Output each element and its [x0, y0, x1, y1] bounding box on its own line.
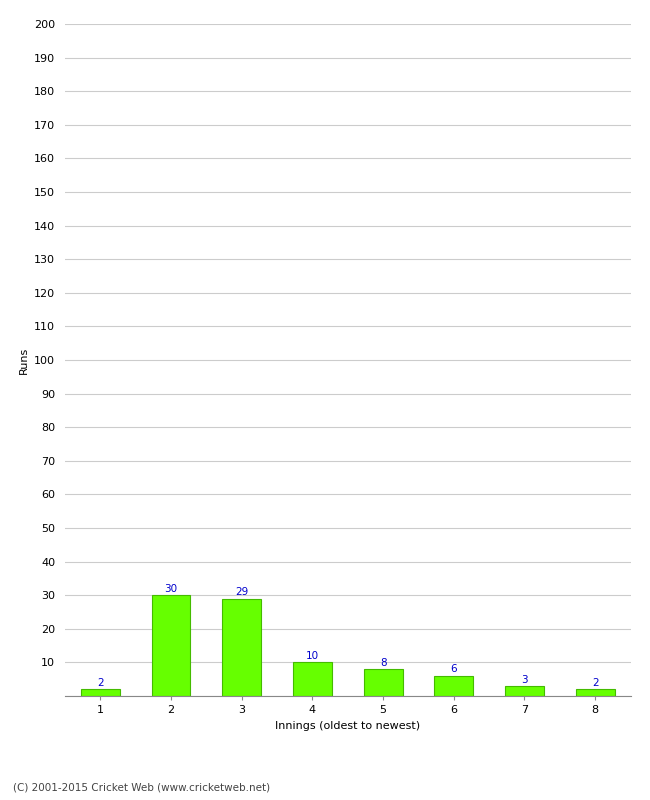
Bar — [151, 595, 190, 696]
Text: 3: 3 — [521, 674, 528, 685]
Bar — [81, 690, 120, 696]
Text: 10: 10 — [306, 651, 319, 661]
Bar — [434, 676, 473, 696]
Text: (C) 2001-2015 Cricket Web (www.cricketweb.net): (C) 2001-2015 Cricket Web (www.cricketwe… — [13, 782, 270, 792]
X-axis label: Innings (oldest to newest): Innings (oldest to newest) — [275, 721, 421, 730]
Text: 30: 30 — [164, 584, 177, 594]
Text: 29: 29 — [235, 587, 248, 598]
Text: 8: 8 — [380, 658, 386, 668]
Text: 6: 6 — [450, 665, 457, 674]
Text: 2: 2 — [592, 678, 599, 688]
Bar — [363, 669, 402, 696]
Text: 2: 2 — [97, 678, 103, 688]
Bar — [576, 690, 615, 696]
Bar — [293, 662, 332, 696]
Y-axis label: Runs: Runs — [19, 346, 29, 374]
Bar — [222, 598, 261, 696]
Bar — [505, 686, 544, 696]
